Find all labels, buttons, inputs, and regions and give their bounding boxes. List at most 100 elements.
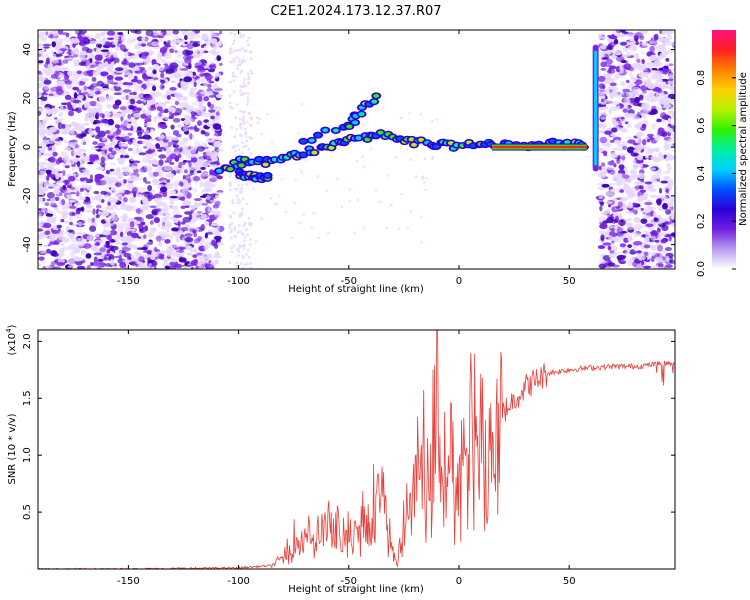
spectrogram-noise-cell (43, 84, 50, 91)
spectrogram-noise-cell (134, 220, 141, 225)
spectrogram-noise-cell (74, 212, 83, 220)
spectrogram-noise-cell (651, 67, 658, 71)
spectrogram-noise-cell (627, 201, 634, 209)
spectrogram-sparse-cell (431, 119, 434, 123)
spectrogram-sparse-cell (230, 126, 234, 130)
spectrogram-noise-cell (134, 84, 140, 92)
spectrogram-noise-cell (152, 171, 160, 177)
signal-blob-core (377, 130, 384, 135)
spectrogram-noise-cell (100, 199, 105, 203)
spectrogram-noise-cell (104, 110, 111, 117)
spectrogram-noise-cell (615, 65, 621, 73)
spectrogram-noise-cell (633, 240, 643, 246)
spectrogram-noise-cell (636, 264, 642, 269)
spectrogram-noise-cell (113, 255, 121, 259)
spectrogram-sparse-cell (394, 156, 398, 159)
spectrogram-sparse-cell (228, 94, 232, 98)
spectrogram-noise-cell (164, 265, 171, 269)
spectrogram-noise-cell (156, 201, 162, 206)
spectrogram-noise-cell (610, 192, 614, 196)
spectrogram-noise-cell (107, 118, 115, 126)
spectrogram-noise-cell (51, 133, 57, 140)
spectrogram-noise-cell (73, 150, 77, 155)
spectrogram-sparse-cell (236, 63, 240, 67)
colorbar-tick-label: 0.2 (696, 213, 707, 229)
spectrogram-noise-cell (133, 112, 141, 118)
spectrogram-noise-cell (140, 54, 148, 59)
spectrogram-noise-cell (193, 81, 197, 88)
y-tick-label: 0 (22, 144, 33, 150)
spectrogram-noise-cell (197, 235, 202, 242)
signal-blob-core (264, 173, 271, 178)
spectrogram-noise-cell (112, 51, 118, 58)
spectrogram-noise-cell (121, 242, 129, 246)
spectrogram-noise-cell (166, 146, 171, 152)
spectrogram-sparse-cell (246, 72, 250, 76)
spectrogram-noise-cell (106, 104, 113, 109)
spectrogram-sparse-cell (273, 202, 277, 206)
spectrogram-noise-cell (124, 205, 134, 212)
spectrogram-noise-cell (159, 123, 168, 129)
spectrogram-noise-cell (644, 231, 650, 234)
spectrogram-noise-cell (660, 180, 669, 184)
spectrogram-noise-cell (137, 186, 147, 194)
spectrogram-noise-cell (60, 67, 69, 71)
spectrogram-noise-cell (139, 102, 145, 109)
spectrogram-noise-cell (128, 62, 136, 68)
spectrogram-noise-cell (104, 57, 113, 63)
spectrogram-noise-cell (140, 221, 146, 226)
spectrogram-y-ticks: -40 -20 0 20 40 (22, 43, 675, 253)
spectrogram-sparse-cell (229, 31, 233, 35)
spectrogram-noise-cell (215, 72, 222, 77)
spectrogram-noise-cell (110, 82, 119, 85)
spectrogram-noise-cell (69, 37, 75, 45)
spectrogram-noise-cell (606, 225, 615, 229)
spectrogram-sparse-cell (235, 56, 239, 59)
spectrogram-noise-cell (668, 234, 672, 242)
spectrogram-sparse-cell (240, 134, 243, 138)
spectrogram-noise-cell (97, 180, 107, 186)
spectrogram-noise-cell (84, 192, 90, 195)
spectrogram-noise-cell (623, 97, 631, 105)
signal-blob-core (346, 124, 353, 129)
spectrogram-noise-cell (653, 60, 661, 67)
spectrogram-noise-cell (609, 249, 615, 254)
spectrogram-noise-cell (207, 206, 211, 213)
spectrogram-sparse-cell (245, 139, 249, 143)
spectrogram-noise-cell (641, 42, 650, 46)
spectrogram-noise-cell (45, 265, 52, 269)
spectrogram-noise-cell (657, 127, 665, 134)
spectrogram-noise-cell (208, 95, 216, 98)
spectrogram-noise-cell (182, 200, 192, 206)
spectrogram-noise-cell (119, 106, 127, 111)
spectrogram-noise-cell (667, 117, 672, 124)
spectrogram-sparse-cell (232, 39, 236, 43)
spectrogram-noise-cell (123, 155, 130, 159)
spectrogram-noise-cell (623, 54, 632, 57)
spectrogram-noise-cell (175, 133, 182, 138)
spectrogram-sparse-cell (244, 135, 248, 138)
spectrogram-noise-cell (160, 79, 166, 84)
spectrogram-noise-cell (633, 231, 638, 237)
spectrogram-noise-cell (77, 94, 84, 100)
spectrogram-noise-cell (89, 64, 96, 69)
spectrogram-noise-cell (95, 167, 105, 171)
spectrogram-noise-cell (600, 51, 608, 55)
spectrogram-noise-cell (615, 140, 622, 144)
spectrogram-noise-cell (155, 235, 162, 242)
spectrogram-noise-cell (169, 247, 174, 253)
spectrogram-noise-cell (159, 47, 168, 53)
spectrogram-noise-cell (666, 40, 673, 47)
spectrogram-noise-cell (632, 77, 637, 83)
spectrogram-noise-cell (636, 58, 641, 63)
spectrogram-noise-cell (63, 105, 67, 109)
spectrogram-sparse-cell (231, 198, 234, 202)
spectrogram-noise-cell (608, 35, 618, 40)
spectrogram-noise-cell (76, 125, 86, 132)
spectrogram-noise-cell (169, 195, 178, 199)
spectrogram-noise-cell (159, 110, 168, 114)
spectrogram-noise-cell (149, 144, 156, 150)
spectrogram-noise-cell (169, 205, 179, 210)
spectrogram-noise-cell (206, 174, 215, 179)
spectrogram-noise-cell (77, 207, 84, 212)
